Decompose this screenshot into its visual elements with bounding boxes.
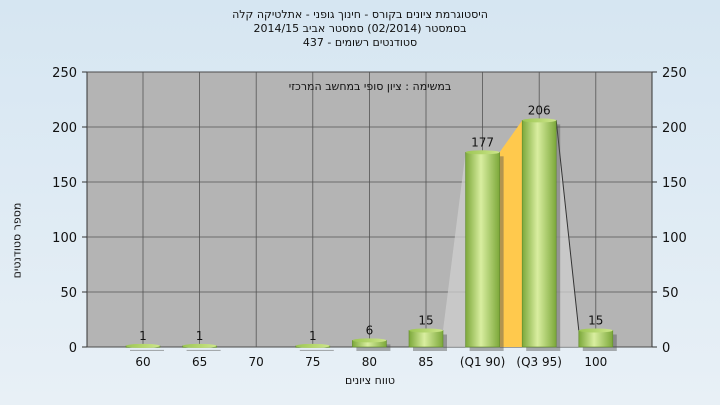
interquartile-fill	[499, 120, 523, 348]
bar-cap	[409, 328, 443, 333]
bar-data-label: 177	[471, 135, 494, 149]
bar-shadow	[299, 349, 334, 351]
chart-subtitle-enrolled: סטודנטים רשומים - 437	[302, 36, 418, 49]
bar-cap	[295, 343, 330, 348]
bar-cap	[465, 150, 500, 155]
y-tick-label-right: 150	[662, 176, 687, 191]
x-tick-label: 100	[584, 355, 607, 369]
bar-cap	[182, 343, 217, 348]
y-tick-label-right: 250	[662, 66, 687, 81]
bar-data-label: 1	[309, 329, 317, 343]
x-tick-label: 75	[305, 355, 320, 369]
x-axis-label: טווח ציונים	[345, 374, 395, 387]
bar-cap	[578, 328, 613, 333]
x-tick-label: 60	[135, 355, 150, 369]
x-tick-label: (Q1 90)	[460, 355, 506, 369]
y-tick-label-right: 100	[662, 231, 687, 246]
y-tick-label-right: 200	[662, 121, 687, 136]
bar-data-label: 1	[139, 329, 147, 343]
y-tick-label-left: 100	[52, 231, 77, 246]
y-tick-label-left: 0	[69, 341, 77, 356]
bar-data-label: 1	[196, 329, 204, 343]
bar-data-label: 6	[366, 323, 374, 337]
trend-line	[555, 120, 580, 331]
bar-cap	[522, 118, 557, 123]
bar-data-label: 15	[418, 314, 433, 328]
bar	[578, 330, 614, 348]
chart-annotation: במשימה : ציון סופי במחשב המרכזי	[289, 80, 452, 93]
bar-shadow	[186, 349, 221, 351]
chart-title-block: היסטוגרמת ציונים בקורס - חינוך גופני - א…	[0, 8, 720, 50]
bar	[408, 330, 444, 348]
x-tick-label: 65	[192, 355, 207, 369]
y-tick-label-right: 0	[662, 341, 670, 356]
y-tick-label-right: 50	[662, 286, 679, 301]
y-tick-label-left: 50	[60, 286, 77, 301]
y-tick-label-left: 150	[52, 176, 77, 191]
y-tick-label-left: 250	[52, 66, 77, 81]
chart-title: היסטוגרמת ציונים בקורס - חינוך גופני - א…	[232, 8, 488, 21]
chart-subtitle: בסמסטר (02/2014) סמסטר אביב 2014/15	[253, 22, 467, 35]
distribution-shade-left	[443, 152, 466, 347]
bar	[465, 152, 500, 348]
x-tick-label: 70	[249, 355, 264, 369]
bar-shadow	[130, 349, 164, 351]
bar-cap	[352, 338, 387, 343]
bar-shadow	[356, 344, 391, 351]
bar-data-label: 15	[588, 314, 603, 328]
x-tick-label: (Q3 95)	[516, 355, 562, 369]
bar-data-label: 206	[528, 103, 551, 117]
y-tick-label-left: 200	[52, 121, 77, 136]
x-tick-label: 80	[362, 355, 377, 369]
bar	[521, 120, 557, 348]
bar-cap	[126, 343, 160, 348]
x-tick-label: 85	[418, 355, 433, 369]
